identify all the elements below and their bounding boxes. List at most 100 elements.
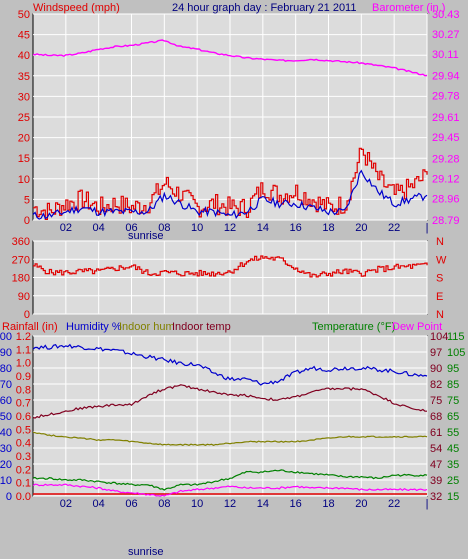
baro-ytick-7: 29.94 — [432, 71, 460, 83]
x-tick-top-1: 04 — [93, 222, 105, 234]
legend-rainfall: Rainfall (in) — [2, 321, 58, 333]
x-tick-bottom-0: 02 — [60, 498, 72, 510]
humidity-ytick-9: 90 — [0, 347, 12, 359]
indoor-temp-ytick-9: 97 — [430, 347, 442, 359]
x-tick-bottom-10: 22 — [388, 498, 400, 510]
rain-ytick-8: 0.8 — [16, 384, 31, 396]
x-tick-bottom-3: 08 — [158, 498, 170, 510]
rain-ytick-12: 1.2 — [16, 331, 31, 343]
dir-ytick-1: 90 — [18, 291, 30, 303]
dir-compass-2: S — [436, 273, 443, 285]
legend-indoor-hum: Indoor hum — [119, 321, 175, 333]
x-tick-top-11: | — [426, 222, 429, 234]
humidity-ytick-2: 20 — [0, 459, 12, 471]
rain-ytick-11: 1.1 — [16, 344, 31, 356]
x-tick-top-10: 22 — [388, 222, 400, 234]
indoor-temp-series-line — [32, 384, 428, 419]
humidity-ytick-5: 50 — [0, 411, 12, 423]
wind-ytick-3: 15 — [18, 153, 30, 165]
humidity-ytick-1: 10 — [0, 475, 12, 487]
baro-ytick-1: 28.96 — [432, 194, 460, 206]
temperature-ytick-2: 35 — [447, 459, 459, 471]
indoor-temp-ytick-0: 32 — [430, 491, 442, 503]
indoor-temp-ytick-2: 47 — [430, 459, 442, 471]
dir-compass-1: E — [436, 291, 443, 303]
wind-average-series-line — [32, 169, 428, 220]
rain-ytick-6: 0.6 — [16, 411, 31, 423]
humidity-ytick-4: 40 — [0, 427, 12, 439]
x-tick-top-9: 20 — [355, 222, 367, 234]
rain-ytick-5: 0.5 — [16, 424, 31, 436]
indoor-temp-ytick-4: 61 — [430, 427, 442, 439]
wind-ytick-0: 0 — [24, 215, 30, 227]
temperature-ytick-10: 115 — [447, 331, 465, 343]
wind-direction-series-line — [33, 255, 428, 278]
chart-title: 24 hour graph day : February 21 2011 — [172, 2, 356, 14]
dir-ytick-2: 180 — [12, 273, 30, 285]
temperature-series-line — [32, 469, 428, 491]
indoor-temp-ytick-8: 90 — [430, 363, 442, 375]
rain-ytick-7: 0.7 — [16, 398, 31, 410]
wind-ytick-2: 10 — [18, 174, 30, 186]
humidity-ytick-10: 100 — [0, 331, 12, 343]
rain-ytick-10: 1.0 — [16, 358, 31, 370]
baro-ytick-0: 28.79 — [432, 215, 460, 227]
wind-ytick-1: 5 — [24, 194, 30, 206]
dir-ytick-4: 360 — [12, 236, 30, 248]
x-tick-top-7: 16 — [290, 222, 302, 234]
x-tick-top-5: 12 — [224, 222, 236, 234]
baro-ytick-9: 30.27 — [432, 29, 460, 41]
x-tick-top-3: 08 — [158, 222, 170, 234]
rain-ytick-1: 0.1 — [16, 478, 31, 490]
baro-ytick-6: 29.78 — [432, 91, 460, 103]
legend-indoor-temp: Indoor temp — [172, 321, 231, 333]
dir-ytick-0: 0 — [24, 309, 30, 321]
x-tick-top-8: 18 — [322, 222, 334, 234]
barometer-series-line — [32, 39, 428, 77]
baro-ytick-2: 29.12 — [432, 174, 460, 186]
x-tick-bottom-5: 12 — [224, 498, 236, 510]
temperature-ytick-9: 105 — [447, 347, 465, 359]
indoor-temp-ytick-5: 68 — [430, 411, 442, 423]
temperature-ytick-6: 75 — [447, 395, 459, 407]
temperature-ytick-3: 45 — [447, 443, 459, 455]
temperature-ytick-5: 65 — [447, 411, 459, 423]
rain-ytick-3: 0.3 — [16, 451, 31, 463]
baro-ytick-4: 29.45 — [432, 132, 460, 144]
x-tick-bottom-7: 16 — [290, 498, 302, 510]
temperature-ytick-0: 15 — [447, 491, 459, 503]
rain-ytick-2: 0.2 — [16, 464, 31, 476]
legend-humidity: Humidity % — [66, 321, 122, 333]
x-tick-top-6: 14 — [257, 222, 269, 234]
x-tick-bottom-11: | — [426, 498, 429, 510]
rain-ytick-4: 0.4 — [16, 438, 31, 450]
temperature-ytick-4: 55 — [447, 427, 459, 439]
dir-compass-4: N — [436, 236, 444, 248]
humidity-ytick-8: 80 — [0, 363, 12, 375]
wind-ytick-7: 35 — [18, 71, 30, 83]
dew-point-series-line — [32, 483, 428, 497]
series-layer — [32, 39, 428, 497]
sunrise-label-bottom: sunrise — [128, 546, 163, 558]
temperature-ytick-1: 25 — [447, 475, 459, 487]
tick-layer: 02 02 04 04 06 06 08 08 10 10 12 12 14 14 16 16 18 18 20 20… — [0, 9, 465, 510]
x-tick-bottom-6: 14 — [257, 498, 269, 510]
rain-ytick-9: 0.9 — [16, 371, 31, 383]
x-tick-top-0: 02 — [60, 222, 72, 234]
temperature-ytick-7: 85 — [447, 379, 459, 391]
baro-ytick-10: 30.43 — [432, 9, 460, 21]
grid-layer — [33, 13, 428, 497]
indoor-temp-ytick-10: 104 — [430, 331, 448, 343]
x-tick-top-2: 06 — [125, 222, 137, 234]
legend-dew-point: Dew Point — [392, 321, 442, 333]
x-tick-bottom-2: 06 — [125, 498, 137, 510]
baro-ytick-5: 29.61 — [432, 112, 460, 124]
temperature-ytick-8: 95 — [447, 363, 459, 375]
dir-compass-3: W — [436, 254, 447, 266]
sunrise-label-top: sunrise — [128, 230, 163, 242]
wind-ytick-10: 50 — [18, 9, 30, 21]
indoor-hum-series-line — [32, 431, 428, 446]
legend-temperature: Temperature (°F) — [312, 321, 395, 333]
